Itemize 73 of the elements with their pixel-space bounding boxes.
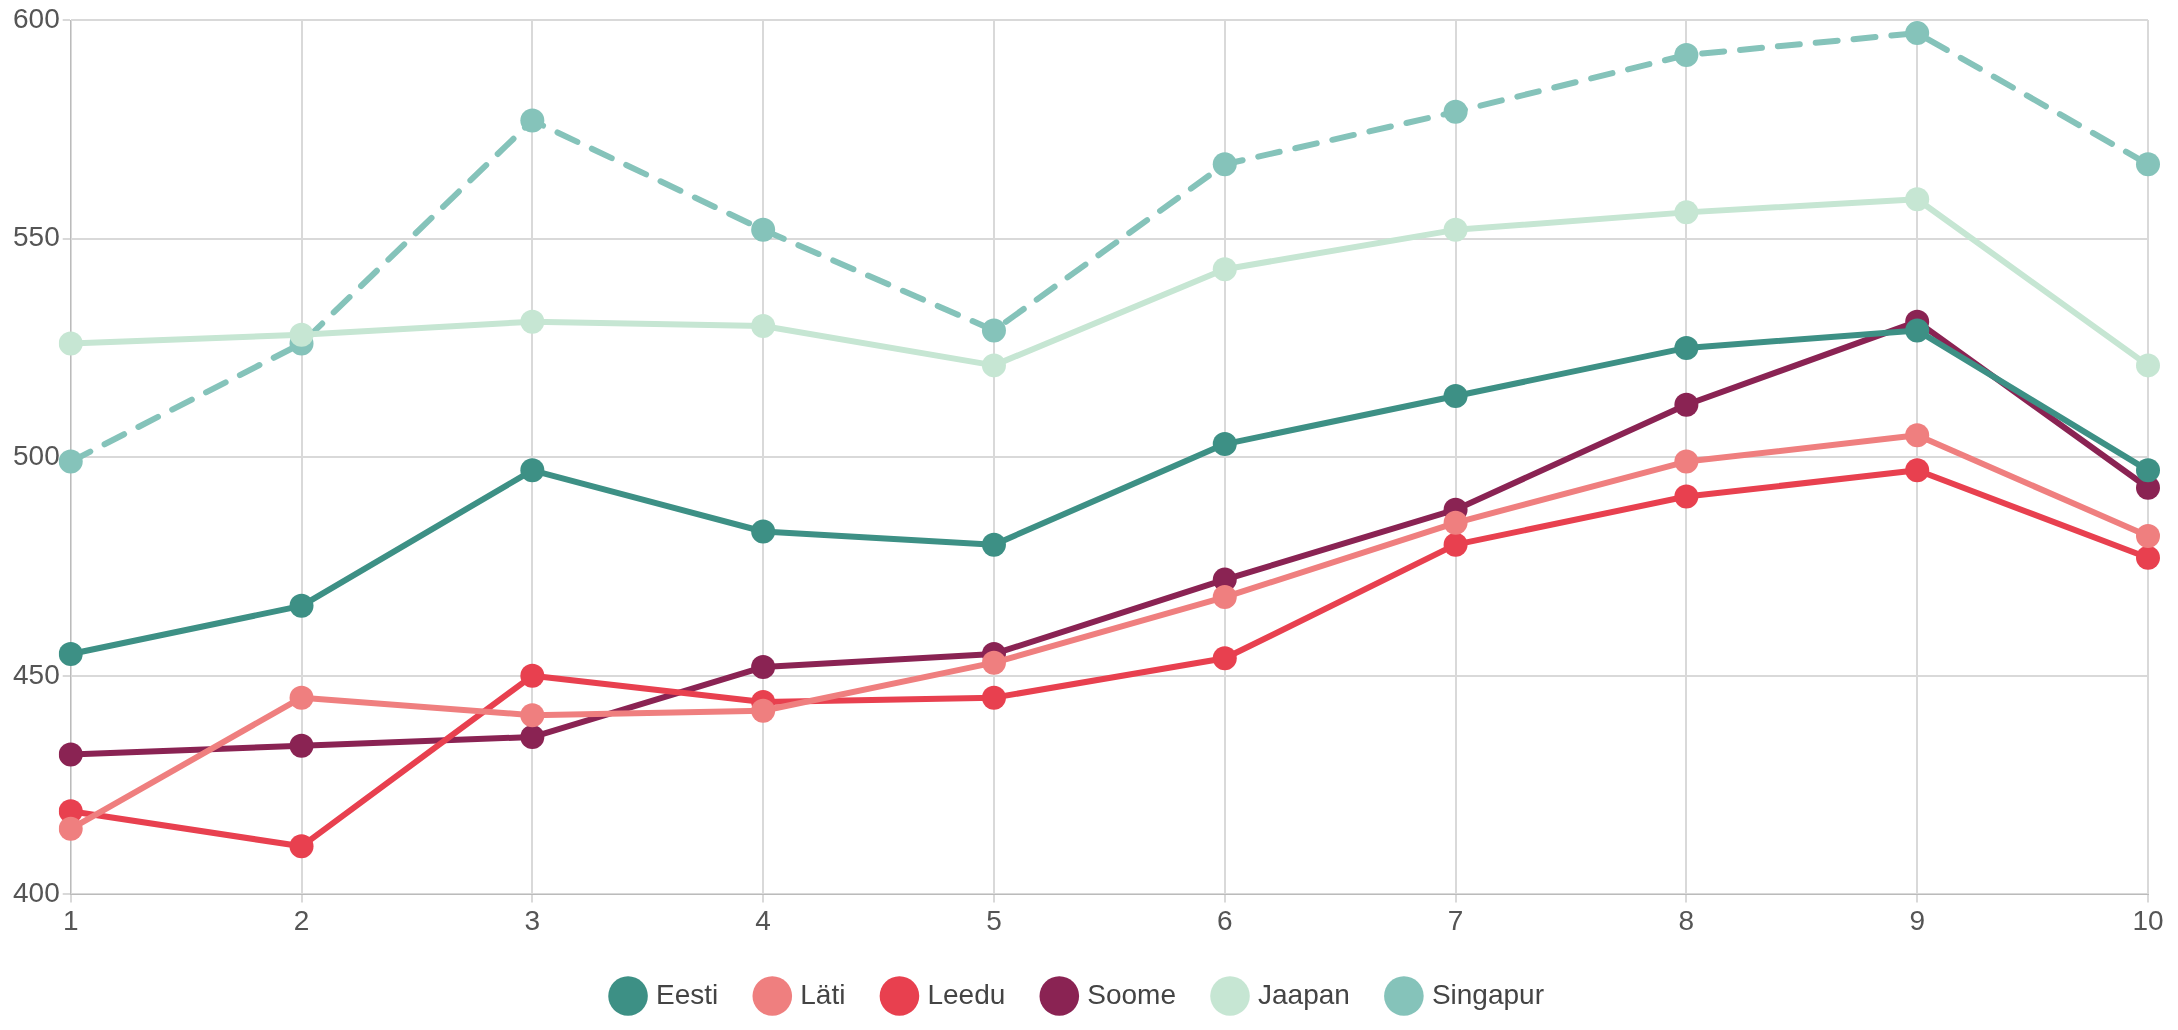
- point: [1443, 532, 1468, 557]
- legend-label: Leedu: [927, 978, 1006, 1010]
- legend-label: Soome: [1087, 978, 1177, 1010]
- point: [520, 725, 545, 750]
- point: [1674, 449, 1699, 474]
- point: [1905, 458, 1930, 483]
- point: [981, 353, 1006, 378]
- point: [1443, 510, 1468, 535]
- point: [1212, 432, 1237, 457]
- x-tick-label: 1: [62, 904, 79, 936]
- point: [1674, 200, 1699, 225]
- point: [751, 314, 776, 339]
- legend-label: Singapur: [1431, 978, 1544, 1010]
- point: [1905, 21, 1930, 46]
- x-tick-label: 9: [1909, 904, 1925, 936]
- point: [1674, 484, 1699, 509]
- point: [2136, 353, 2160, 378]
- point: [1674, 335, 1699, 360]
- point: [520, 663, 545, 688]
- point: [58, 742, 83, 767]
- point: [58, 449, 83, 474]
- x-tick-label: 10: [2132, 904, 2164, 936]
- x-tick-label: 5: [986, 904, 1002, 936]
- point: [520, 458, 545, 483]
- point: [981, 650, 1006, 675]
- y-tick-label: 600: [13, 2, 60, 34]
- point: [58, 816, 83, 841]
- point: [751, 519, 776, 544]
- x-tick-label: 8: [1678, 904, 1695, 936]
- point: [520, 309, 545, 334]
- point: [1212, 152, 1237, 177]
- point: [289, 685, 314, 710]
- point: [751, 698, 776, 723]
- legend-label: Läti: [800, 978, 846, 1010]
- point: [1212, 646, 1237, 671]
- point: [981, 685, 1006, 710]
- x-tick-label: 4: [755, 904, 771, 936]
- point: [289, 322, 314, 347]
- point: [58, 641, 83, 666]
- x-tick-label: 2: [293, 904, 310, 936]
- point: [1674, 42, 1699, 67]
- point: [1212, 257, 1237, 282]
- point: [520, 108, 545, 133]
- point: [1443, 99, 1468, 124]
- point: [981, 318, 1006, 343]
- point: [2136, 545, 2160, 570]
- y-tick-label: 550: [13, 221, 60, 253]
- point: [1905, 318, 1930, 343]
- point: [751, 217, 776, 242]
- point: [520, 703, 545, 728]
- x-tick-label: 6: [1216, 904, 1233, 936]
- point: [2136, 152, 2160, 177]
- point: [2136, 523, 2160, 548]
- point: [289, 834, 314, 859]
- x-tick-label: 3: [524, 904, 541, 936]
- y-tick-label: 400: [13, 877, 60, 909]
- y-tick-label: 500: [13, 439, 60, 471]
- x-tick-label: 7: [1447, 904, 1464, 936]
- point: [289, 593, 314, 618]
- legend-label: Eesti: [656, 978, 719, 1010]
- point: [1443, 217, 1468, 242]
- point: [981, 532, 1006, 557]
- point: [1674, 392, 1699, 417]
- point: [1905, 187, 1930, 212]
- point: [2136, 458, 2160, 483]
- point: [751, 655, 776, 680]
- point: [289, 733, 314, 758]
- point: [1443, 383, 1468, 408]
- point: [1905, 423, 1930, 448]
- y-tick-label: 450: [13, 658, 60, 690]
- point: [1212, 585, 1237, 610]
- legend-label: Jaapan: [1258, 978, 1350, 1010]
- point: [58, 331, 83, 356]
